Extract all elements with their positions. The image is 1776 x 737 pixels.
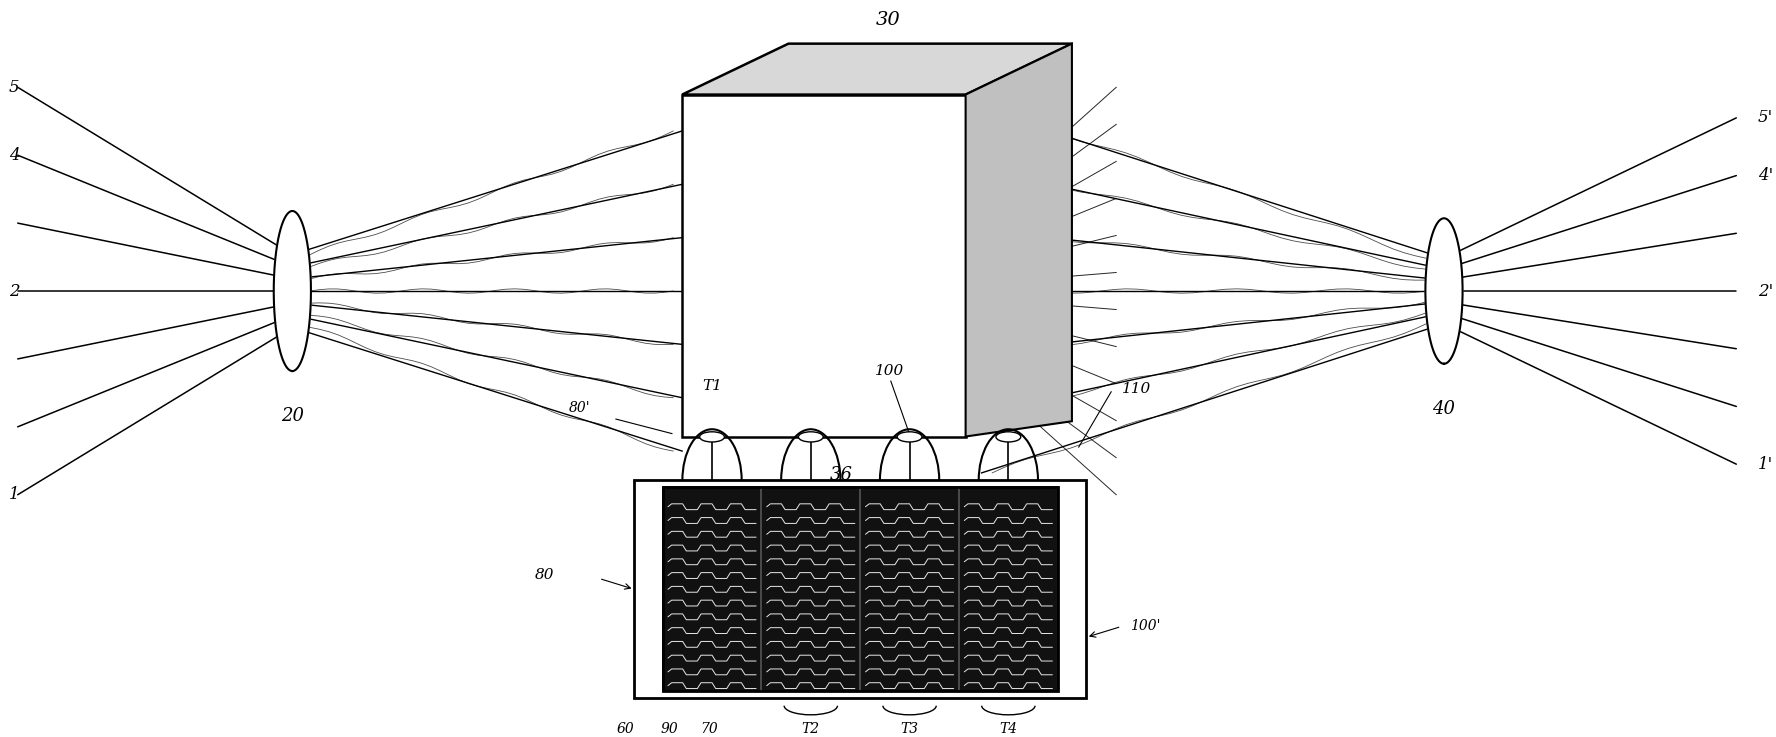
Text: 20: 20 <box>281 408 304 425</box>
Polygon shape <box>682 94 966 436</box>
Text: 4: 4 <box>9 147 20 164</box>
Bar <box>662 487 1058 691</box>
Text: 100': 100' <box>1130 619 1162 633</box>
Bar <box>634 481 1087 699</box>
Bar <box>662 487 1058 691</box>
Text: 4': 4' <box>1758 167 1772 184</box>
Text: 2: 2 <box>9 282 20 299</box>
Text: 36: 36 <box>829 466 852 483</box>
Text: 40: 40 <box>1433 400 1456 418</box>
Polygon shape <box>1426 218 1463 364</box>
Text: 1: 1 <box>9 486 20 503</box>
Circle shape <box>799 432 824 442</box>
Text: 5: 5 <box>9 79 20 96</box>
Text: T2: T2 <box>801 722 821 736</box>
Text: 110: 110 <box>1121 383 1151 397</box>
Polygon shape <box>966 43 1073 436</box>
Text: 100: 100 <box>876 364 904 378</box>
Text: 80: 80 <box>535 567 554 581</box>
Text: 2': 2' <box>1758 282 1772 299</box>
Polygon shape <box>682 43 1073 94</box>
Text: T3: T3 <box>900 722 918 736</box>
Text: T4: T4 <box>1000 722 1018 736</box>
Circle shape <box>897 432 922 442</box>
Text: T1: T1 <box>702 379 723 393</box>
Text: 70: 70 <box>700 722 718 736</box>
Text: 80': 80' <box>568 401 590 415</box>
Circle shape <box>700 432 725 442</box>
Text: 90: 90 <box>661 722 678 736</box>
Polygon shape <box>274 211 311 371</box>
Text: 1': 1' <box>1758 455 1772 472</box>
Circle shape <box>996 432 1021 442</box>
Text: 5': 5' <box>1758 109 1772 126</box>
Text: 30: 30 <box>876 11 900 29</box>
Text: 60: 60 <box>616 722 634 736</box>
